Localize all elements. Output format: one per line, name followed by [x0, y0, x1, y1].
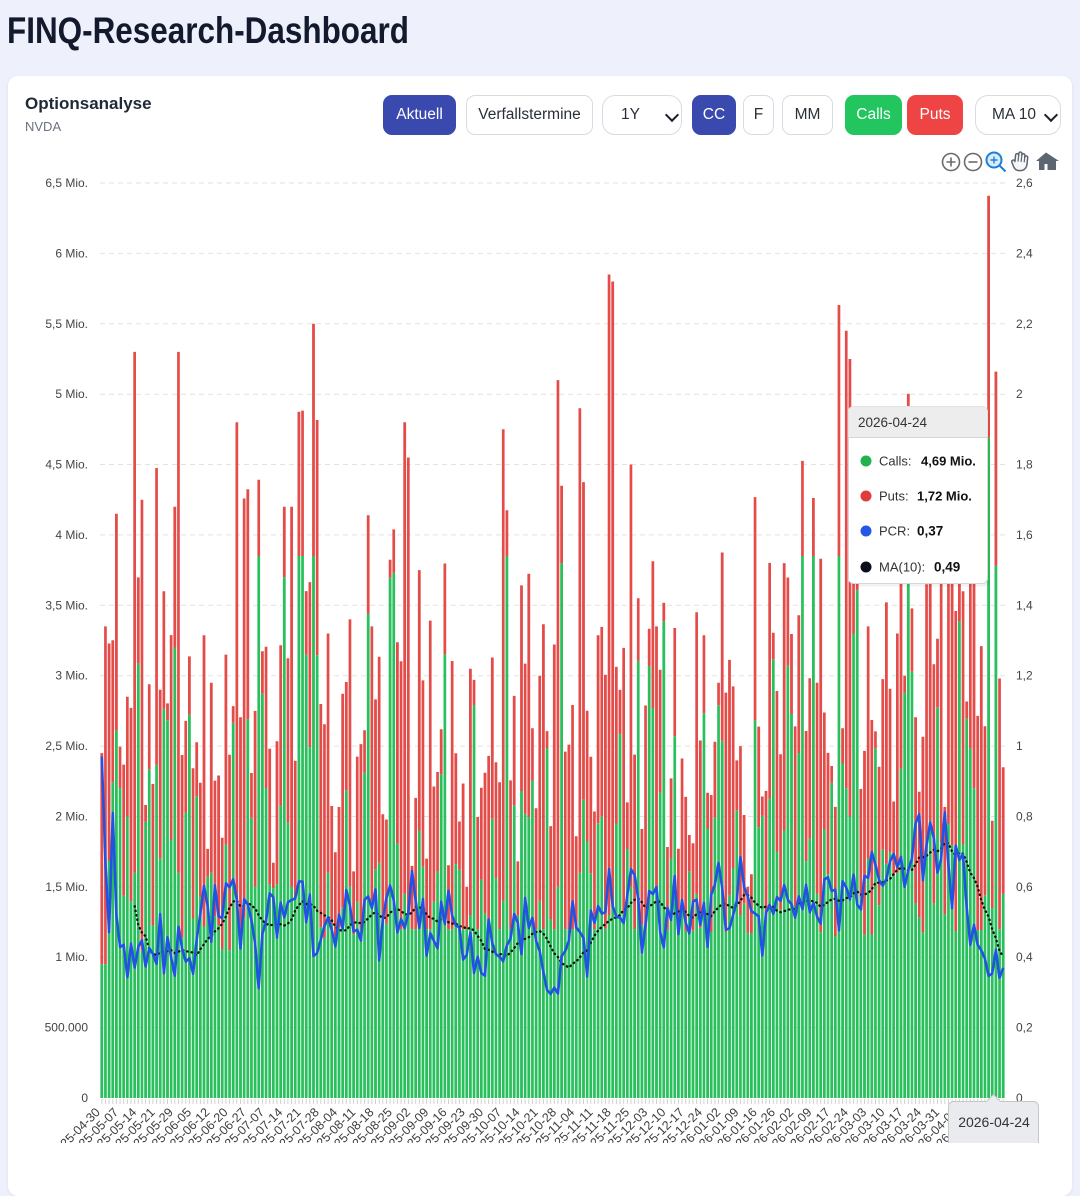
svg-text:6,5 Mio.: 6,5 Mio. [45, 176, 88, 190]
svg-text:0: 0 [1016, 1091, 1023, 1105]
svg-text:0,2: 0,2 [1016, 1021, 1033, 1035]
svg-text:0,37: 0,37 [917, 524, 943, 539]
svg-text:2,2: 2,2 [1016, 317, 1033, 331]
svg-text:0,8: 0,8 [1016, 810, 1033, 824]
svg-text:2026-04-24: 2026-04-24 [958, 1114, 1030, 1130]
svg-text:1: 1 [1016, 739, 1023, 753]
svg-text:2: 2 [1016, 387, 1023, 401]
svg-text:1,72 Mio.: 1,72 Mio. [917, 489, 972, 504]
svg-text:5,5 Mio.: 5,5 Mio. [45, 317, 88, 331]
svg-text:6 Mio.: 6 Mio. [55, 246, 88, 260]
svg-text:PCR:: PCR: [879, 524, 910, 539]
svg-text:4 Mio.: 4 Mio. [55, 528, 88, 542]
svg-text:2,6: 2,6 [1016, 176, 1033, 190]
svg-text:3,5 Mio.: 3,5 Mio. [45, 598, 88, 612]
svg-text:0,6: 0,6 [1016, 880, 1033, 894]
svg-text:2,4: 2,4 [1016, 246, 1033, 260]
svg-text:4,5 Mio.: 4,5 Mio. [45, 458, 88, 472]
svg-text:1 Mio.: 1 Mio. [55, 950, 88, 964]
svg-text:5 Mio.: 5 Mio. [55, 387, 88, 401]
svg-text:2026-04-24: 2026-04-24 [858, 415, 928, 430]
svg-text:3 Mio.: 3 Mio. [55, 669, 88, 683]
svg-text:1,6: 1,6 [1016, 528, 1033, 542]
svg-text:Puts:: Puts: [879, 489, 909, 504]
svg-text:4,69 Mio.: 4,69 Mio. [921, 454, 976, 469]
svg-text:Calls:: Calls: [879, 454, 912, 469]
svg-text:1,2: 1,2 [1016, 669, 1033, 683]
svg-text:2,5 Mio.: 2,5 Mio. [45, 739, 88, 753]
svg-text:1,4: 1,4 [1016, 598, 1033, 612]
svg-text:1,8: 1,8 [1016, 458, 1033, 472]
svg-text:2 Mio.: 2 Mio. [55, 810, 88, 824]
svg-text:500.000: 500.000 [45, 1021, 89, 1035]
svg-text:0,49: 0,49 [934, 560, 960, 575]
svg-text:0,4: 0,4 [1016, 950, 1033, 964]
svg-text:0: 0 [81, 1091, 88, 1105]
svg-text:1,5 Mio.: 1,5 Mio. [45, 880, 88, 894]
svg-text:MA(10):: MA(10): [879, 560, 925, 575]
